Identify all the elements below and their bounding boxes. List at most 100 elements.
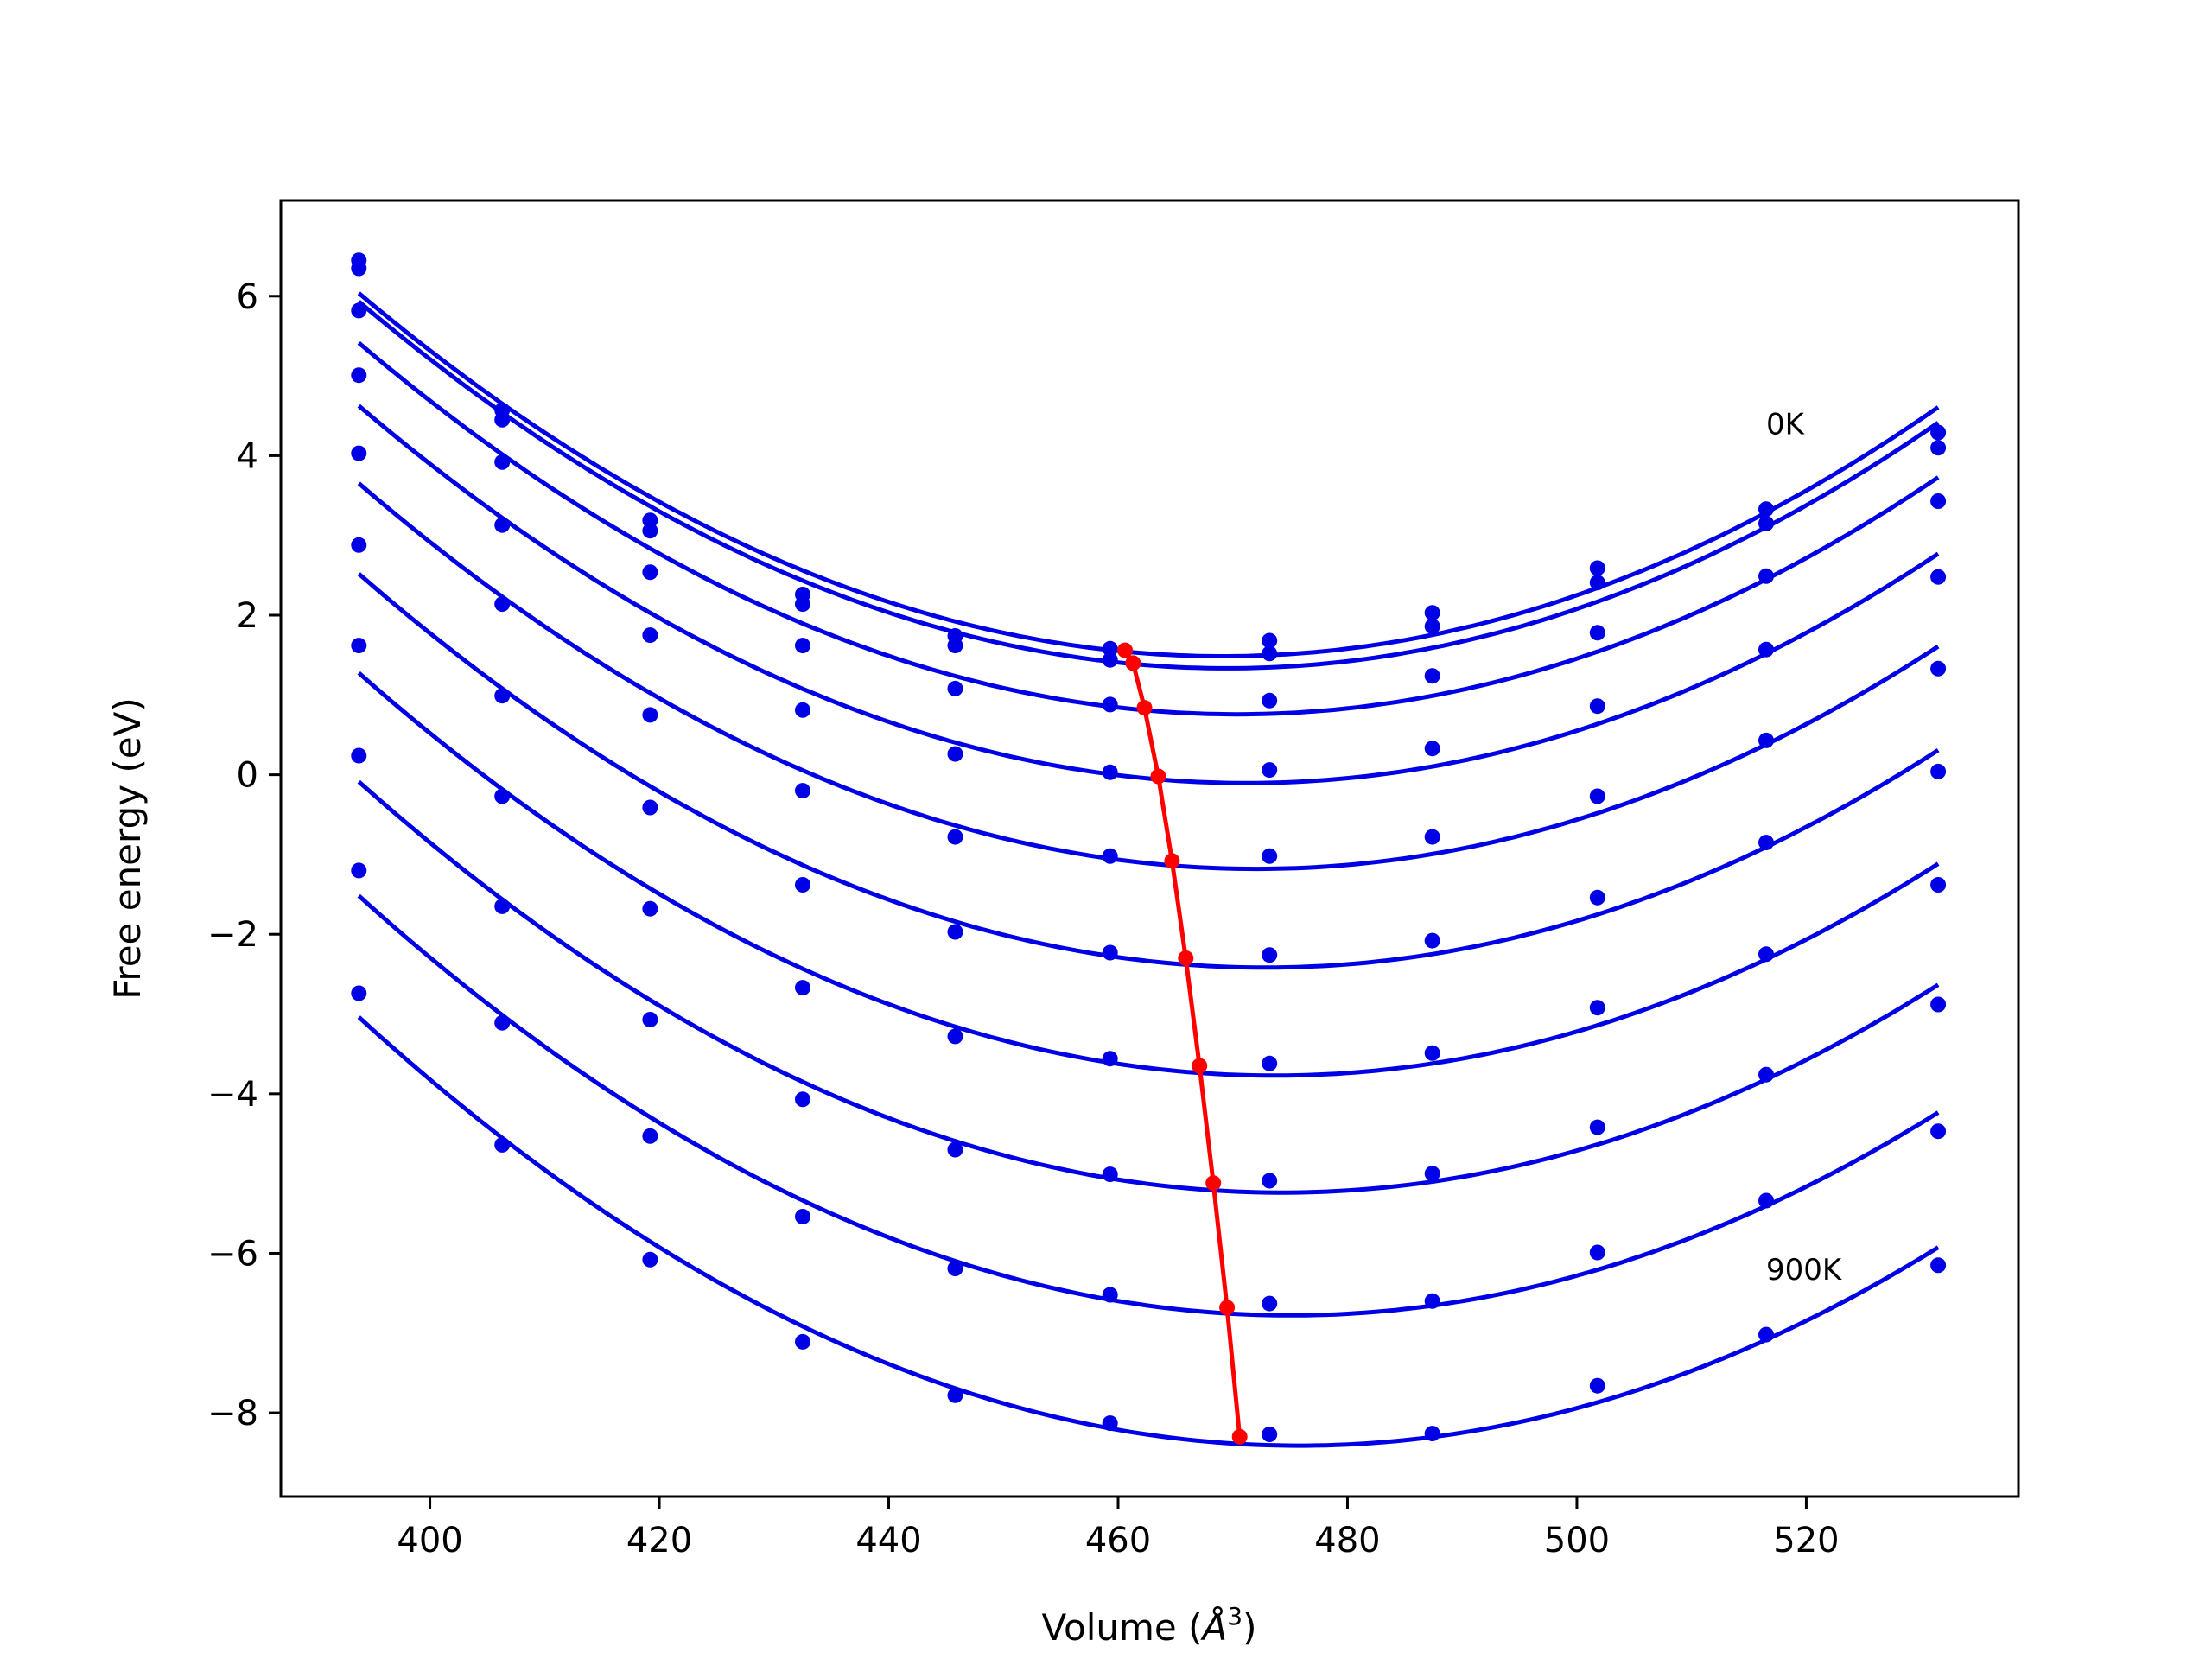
- data-point: [947, 638, 963, 654]
- data-point: [1758, 501, 1774, 518]
- equilibrium-point: [1117, 642, 1133, 658]
- data-point: [1589, 575, 1605, 591]
- data-point: [947, 1141, 963, 1158]
- data-point: [494, 788, 511, 804]
- data-point: [351, 302, 367, 319]
- data-point: [351, 985, 367, 1001]
- data-point: [1424, 1045, 1440, 1061]
- equilibrium-point: [1164, 853, 1180, 869]
- equilibrium-point: [1178, 950, 1194, 966]
- data-point: [494, 1136, 511, 1153]
- y-tick-label: −2: [207, 915, 258, 955]
- data-point: [1424, 741, 1440, 757]
- data-point: [1930, 660, 1947, 677]
- data-point: [642, 900, 658, 917]
- data-point: [795, 980, 810, 996]
- data-point: [947, 829, 963, 845]
- x-axis-label-exponent: 3: [1227, 1602, 1243, 1630]
- x-axis-label-text: Volume (: [1042, 1606, 1203, 1649]
- y-tick-label: −6: [207, 1234, 258, 1274]
- series-line: [357, 291, 1940, 658]
- data-point: [1758, 1326, 1774, 1343]
- data-point: [642, 627, 658, 644]
- annotation-900k: 900K: [1766, 1253, 1843, 1287]
- data-point: [1262, 1173, 1278, 1189]
- data-point: [795, 702, 810, 718]
- data-point: [642, 1128, 658, 1144]
- data-point: [1758, 1192, 1774, 1209]
- data-point: [1262, 947, 1278, 963]
- y-axis-label: Free energy (eV): [106, 697, 149, 1000]
- data-point: [1589, 889, 1605, 906]
- data-point: [494, 517, 511, 533]
- data-point: [494, 454, 511, 470]
- data-point: [642, 1012, 658, 1027]
- data-point: [351, 260, 367, 276]
- equilibrium-layer: [1117, 642, 1248, 1445]
- data-point: [1758, 835, 1774, 851]
- data-point: [1589, 625, 1605, 641]
- data-point: [1930, 493, 1947, 509]
- x-tick-label: 420: [626, 1521, 692, 1560]
- equilibrium-point: [1192, 1058, 1208, 1074]
- x-tick-label: 400: [397, 1521, 462, 1560]
- data-point: [795, 596, 810, 613]
- data-point: [1424, 829, 1440, 845]
- data-point: [1758, 732, 1774, 748]
- x-tick-label: 440: [855, 1521, 921, 1560]
- data-point: [494, 898, 511, 914]
- x-tick-label: 480: [1314, 1521, 1380, 1560]
- series-line: [357, 300, 1940, 671]
- y-tick-label: −8: [207, 1394, 258, 1433]
- y-tick-label: −4: [207, 1075, 258, 1115]
- data-point: [795, 1333, 810, 1350]
- data-point: [1930, 440, 1947, 456]
- data-point: [795, 1209, 810, 1224]
- data-point: [1102, 1051, 1118, 1067]
- data-point: [351, 747, 367, 764]
- data-point: [642, 707, 658, 723]
- data-point: [1102, 1287, 1118, 1303]
- data-point: [947, 1028, 963, 1045]
- data-point: [947, 746, 963, 762]
- series-line: [357, 893, 1940, 1318]
- data-point: [1262, 762, 1278, 779]
- series-line: [357, 1015, 1940, 1448]
- data-point: [1930, 877, 1947, 893]
- series-line: [357, 481, 1940, 872]
- data-point: [1102, 696, 1118, 713]
- x-axis-label-close: ): [1243, 1606, 1256, 1649]
- data-point: [1424, 1166, 1440, 1182]
- data-point: [642, 523, 658, 539]
- plot-frame: [279, 199, 2020, 1498]
- y-axis: 6 4 2 0 −2 −4 −6 −8: [207, 277, 281, 1433]
- x-axis-label-unit: Å: [1200, 1605, 1228, 1649]
- data-point: [1102, 640, 1118, 657]
- data-point: [947, 1387, 963, 1403]
- data-point: [494, 1014, 511, 1031]
- data-point: [351, 862, 367, 879]
- data-point: [1758, 946, 1774, 963]
- data-point: [1589, 560, 1605, 576]
- y-tick-label: 6: [237, 277, 258, 317]
- x-tick-label: 460: [1085, 1521, 1151, 1560]
- data-point: [1102, 1166, 1118, 1183]
- data-point: [1262, 645, 1278, 662]
- data-point: [1589, 1119, 1605, 1135]
- data-point: [1930, 569, 1947, 585]
- equilibrium-point: [1125, 655, 1141, 671]
- data-point: [642, 564, 658, 581]
- data-point: [1102, 848, 1118, 864]
- data-point: [351, 638, 367, 654]
- x-axis-label: Volume (Å3): [1042, 1602, 1257, 1649]
- series-line: [357, 404, 1940, 785]
- data-point: [947, 924, 963, 940]
- data-point: [1102, 1415, 1118, 1432]
- data-point: [1424, 668, 1440, 684]
- data-point: [1758, 1066, 1774, 1083]
- data-point: [1589, 1244, 1605, 1261]
- data-point: [494, 688, 511, 704]
- data-point: [947, 1261, 963, 1276]
